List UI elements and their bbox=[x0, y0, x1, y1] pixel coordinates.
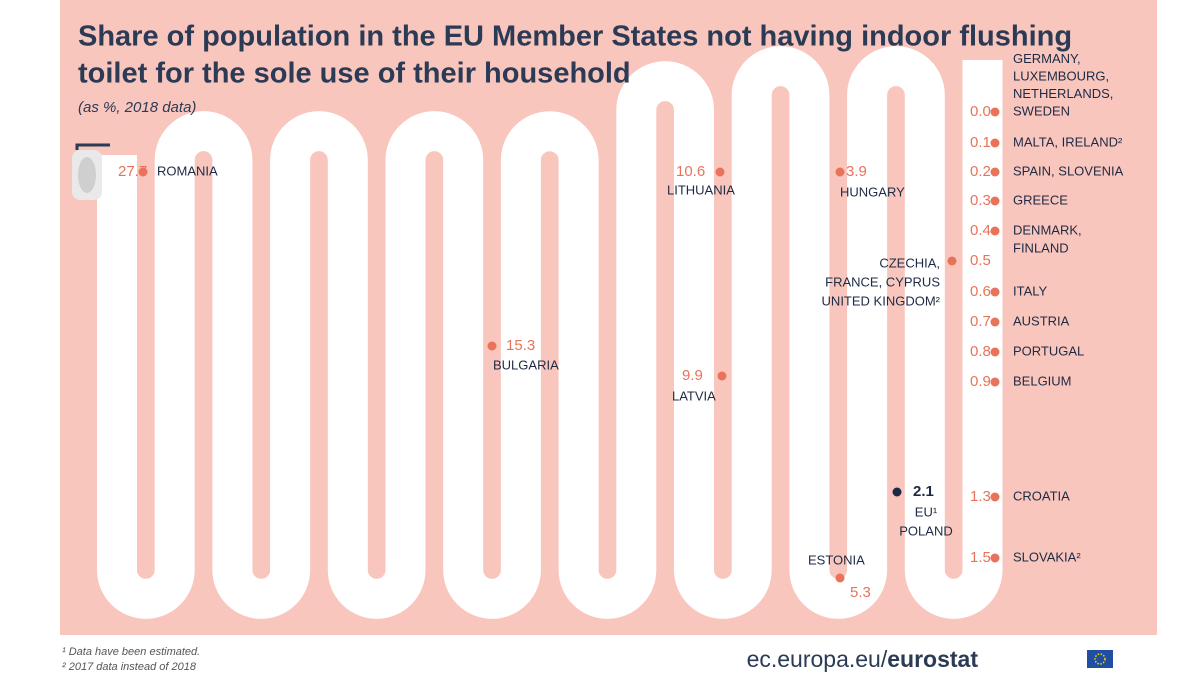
source: ec.europa.eu/eurostat bbox=[747, 646, 979, 672]
country-label: BELGIUM bbox=[1013, 373, 1072, 388]
paper-strip bbox=[95, 46, 1003, 619]
marker-dot bbox=[990, 287, 1000, 297]
value: 5.3 bbox=[850, 584, 871, 601]
country-label: BULGARIA bbox=[493, 357, 559, 372]
value: 0.1 bbox=[970, 134, 991, 151]
marker-dot bbox=[990, 226, 1000, 236]
country-label: DENMARK, bbox=[1013, 222, 1082, 237]
marker-dot bbox=[138, 167, 148, 177]
country-label: PORTUGAL bbox=[1013, 343, 1084, 358]
title: Share of population in the EU Member Sta… bbox=[78, 21, 1072, 53]
value: 9.9 bbox=[682, 367, 703, 384]
roll bbox=[72, 143, 110, 200]
country-label: LUXEMBOURG, bbox=[1013, 68, 1109, 83]
footnote: ² 2017 data instead of 2018 bbox=[62, 661, 197, 673]
marker-dot bbox=[715, 167, 725, 177]
toilet-paper bbox=[95, 46, 1003, 619]
value: 0.6 bbox=[970, 283, 991, 300]
country-label: SLOVAKIA² bbox=[1013, 549, 1081, 564]
marker-dot bbox=[990, 138, 1000, 148]
value: 3.9 bbox=[846, 163, 867, 180]
footnote: ¹ Data have been estimated. bbox=[62, 646, 200, 658]
country-label: LATVIA bbox=[672, 388, 716, 403]
marker-dot bbox=[990, 317, 1000, 327]
marker-dot bbox=[990, 107, 1000, 117]
source-domain: ec.europa.eu/ bbox=[747, 646, 888, 672]
value: 0.0 bbox=[970, 103, 991, 120]
country-label: MALTA, IRELAND² bbox=[1013, 134, 1123, 149]
marker-dot bbox=[717, 371, 727, 381]
country-label: GREECE bbox=[1013, 192, 1068, 207]
value: 1.3 bbox=[970, 488, 991, 505]
country-label: EU¹ bbox=[915, 504, 938, 519]
country-label: ITALY bbox=[1013, 283, 1048, 298]
value: 0.5 bbox=[970, 252, 991, 269]
subtitle: (as %, 2018 data) bbox=[78, 99, 196, 116]
country-label: CZECHIA, bbox=[879, 255, 940, 270]
value: 10.6 bbox=[676, 163, 705, 180]
eu-flag bbox=[1087, 650, 1113, 668]
value: 1.5 bbox=[970, 549, 991, 566]
value: 15.3 bbox=[506, 337, 535, 354]
value: 0.8 bbox=[970, 343, 991, 360]
country-label: SPAIN, SLOVENIA bbox=[1013, 163, 1124, 178]
marker-dot bbox=[990, 377, 1000, 387]
value: 0.7 bbox=[970, 313, 991, 330]
marker-dot bbox=[835, 167, 845, 177]
value: 0.9 bbox=[970, 373, 991, 390]
country-label: NETHERLANDS, bbox=[1013, 86, 1113, 101]
value: 0.4 bbox=[970, 222, 991, 239]
value: 27.7 bbox=[118, 163, 147, 180]
value: 2.1 bbox=[913, 483, 934, 500]
country-label: UNITED KINGDOM² bbox=[822, 293, 941, 308]
country-label: GERMANY, bbox=[1013, 51, 1081, 66]
marker-dot bbox=[990, 347, 1000, 357]
country-label: CROATIA bbox=[1013, 488, 1070, 503]
title: toilet for the sole use of their househo… bbox=[78, 58, 631, 90]
marker-dot bbox=[487, 341, 497, 351]
items: 27.7 ROMANIA 15.3 BULGARIA 10.6 LITHUANIA 9.9 L… bbox=[118, 51, 1124, 601]
value: 0.2 bbox=[970, 163, 991, 180]
marker-dot bbox=[990, 553, 1000, 563]
marker-dot bbox=[990, 167, 1000, 177]
marker-dot bbox=[990, 492, 1000, 502]
country-label: LITHUANIA bbox=[667, 182, 735, 197]
country-label: AUSTRIA bbox=[1013, 313, 1070, 328]
country-label: ESTONIA bbox=[808, 552, 865, 567]
country-label: ROMANIA bbox=[157, 163, 218, 178]
country-label: SWEDEN bbox=[1013, 103, 1070, 118]
country-label: FRANCE, CYPRUS bbox=[825, 274, 940, 289]
country-label: HUNGARY bbox=[840, 184, 905, 199]
value: 0.3 bbox=[970, 192, 991, 209]
marker-dot bbox=[892, 487, 902, 497]
source-brand: eurostat bbox=[887, 646, 978, 672]
country-label: FINLAND bbox=[1013, 240, 1069, 255]
marker-dot bbox=[835, 573, 845, 583]
marker-dot bbox=[990, 196, 1000, 206]
country-label: POLAND bbox=[899, 523, 952, 538]
marker-dot bbox=[947, 256, 957, 266]
